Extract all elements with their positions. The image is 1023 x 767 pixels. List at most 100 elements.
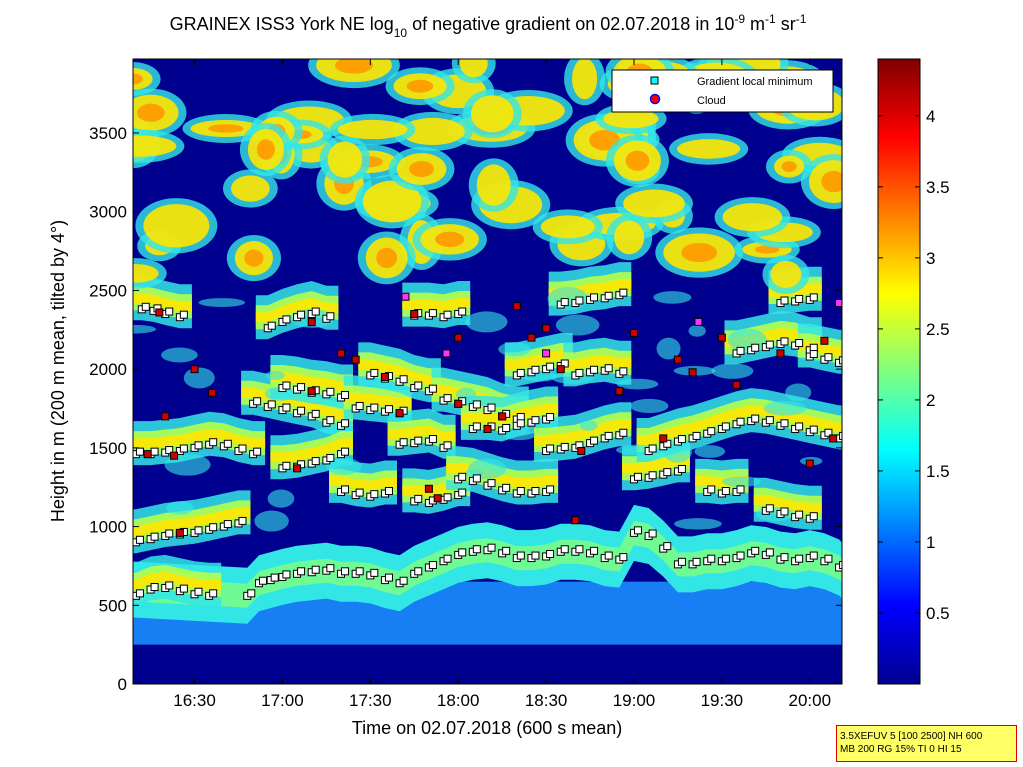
- gradient-minimum-marker: [575, 545, 584, 554]
- gradient-minimum-marker: [428, 561, 437, 570]
- gradient-minimum-marker: [399, 576, 408, 585]
- gradient-minimum-marker: [370, 403, 379, 412]
- legend-circle-marker: [649, 93, 661, 105]
- heat-layer-core: [343, 392, 412, 408]
- heat-upper-blob: [476, 164, 511, 206]
- gradient-minimum-marker: [751, 343, 760, 352]
- heat-upper-blob: [770, 260, 802, 288]
- gradient-minimum-marker: [648, 444, 657, 453]
- heat-upper-blob: [540, 215, 595, 239]
- gradient-minimum-marker: [414, 494, 423, 503]
- gradient-minimum-marker: [516, 551, 525, 560]
- heat-layer-core: [133, 571, 222, 590]
- heat-upper-blob-core: [754, 245, 780, 254]
- info-line-2: MB 200 RG 15% TI 0 HI 15: [840, 744, 962, 755]
- heat-upper-blob: [459, 59, 488, 78]
- gradient-minimum-marker: [780, 337, 789, 346]
- heat-upper-blob: [623, 189, 685, 218]
- gradient-minimum-marker: [619, 288, 628, 297]
- y-tick-label: 1500: [89, 439, 127, 458]
- heat-mid-streak: [580, 420, 598, 431]
- gradient-minimum-marker: [560, 545, 569, 554]
- gradient-minimum-marker: [546, 413, 555, 422]
- plot-frame: [132, 58, 843, 685]
- gradient-minimum-marker: [765, 548, 774, 557]
- gradient-minimum-marker: [428, 435, 437, 444]
- y-tick-label: 0: [118, 675, 127, 694]
- gradient-minimum-marker: [795, 510, 804, 519]
- heat-upper-blob: [133, 264, 159, 283]
- gradient-minimum-marker: [575, 296, 584, 305]
- heat-upper-blob: [133, 135, 177, 157]
- gradient-minimum-marker: [560, 442, 569, 451]
- heat-layer-core: [270, 438, 353, 463]
- x-axis: 16:30 17:00 17:30 18:00 18:30 19:00 19:30 20:00: [173, 59, 831, 710]
- heat-upper-blob: [231, 175, 270, 202]
- gradient-minimum-marker: [765, 340, 774, 349]
- gradient-minimum-marker: [341, 390, 350, 399]
- title-part-1: 10: [394, 26, 408, 40]
- gradient-minimum-marker: [341, 419, 350, 428]
- cloud-marker: [351, 355, 360, 364]
- gradient-minimum-marker: [707, 427, 716, 436]
- gradient-minimum-marker: [326, 453, 335, 462]
- gradient-minimum-marker: [209, 523, 218, 532]
- gradient-minimum-marker: [780, 296, 789, 305]
- cloud-marker: [155, 308, 164, 317]
- heat-upper-blob: [603, 109, 659, 129]
- gradient-minimum-marker: [604, 291, 613, 300]
- heat-layer-core: [358, 359, 441, 386]
- gradient-minimum-marker: [604, 364, 613, 373]
- gradient-minimum-marker: [721, 487, 730, 496]
- title-part-5: -1: [765, 12, 776, 26]
- gradient-minimum-marker: [355, 567, 364, 576]
- gradient-minimum-marker: [370, 490, 379, 499]
- gradient-minimum-marker: [194, 587, 203, 596]
- heat-mid-streak: [656, 337, 681, 360]
- gradient-minimum-marker: [780, 553, 789, 562]
- gradient-minimum-marker: [795, 554, 804, 563]
- gradient-minimum-marker: [472, 545, 481, 554]
- heat-mid-streak: [721, 476, 761, 487]
- gradient-minimum-marker: [165, 529, 174, 538]
- heat-upper-blob-core: [435, 231, 465, 248]
- heat-layer-core: [534, 419, 632, 445]
- gradient-minimum-marker: [824, 428, 833, 437]
- gradient-minimum-marker: [282, 315, 291, 324]
- gradient-minimum-marker: [238, 516, 247, 525]
- cloud-marker: [483, 424, 492, 433]
- heat-upper-blob-core: [625, 150, 650, 171]
- cloud-marker-magenta: [694, 317, 703, 326]
- heat-upper-blob: [400, 117, 465, 146]
- cloud-marker: [454, 333, 463, 342]
- x-tick-label: 17:30: [349, 691, 392, 710]
- heat-upper-blob: [362, 180, 422, 223]
- gradient-minimum-marker: [560, 298, 569, 307]
- heat-mid-streak: [763, 400, 807, 416]
- gradient-minimum-marker: [736, 346, 745, 355]
- gradient-minimum-marker: [384, 573, 393, 582]
- y-tick-label: 3500: [89, 124, 127, 143]
- x-axis-label: Time on 02.07.2018 (600 s mean): [352, 718, 623, 738]
- legend: Gradient local minimum Cloud: [611, 69, 834, 113]
- gradient-minimum-marker: [165, 446, 174, 455]
- gradient-minimum-marker: [736, 417, 745, 426]
- gradient-minimum-marker: [590, 365, 599, 374]
- gradient-minimum-marker: [135, 589, 144, 598]
- gradient-minimum-marker: [443, 441, 452, 450]
- heat-upper-blob-core: [376, 247, 398, 269]
- colorbar-tick-label: 0.5: [926, 604, 950, 623]
- gradient-minimum-marker: [648, 529, 657, 538]
- heat-layer-core: [563, 354, 632, 370]
- gradient-minimum-marker: [458, 307, 467, 316]
- gradient-minimum-marker: [502, 424, 511, 433]
- gradient-minimum-marker: [267, 321, 276, 330]
- gradient-minimum-marker: [282, 570, 291, 579]
- cloud-marker: [805, 459, 814, 468]
- gradient-minimum-marker: [516, 368, 525, 377]
- gradient-minimum-marker: [795, 422, 804, 431]
- x-tick-label: 19:30: [701, 691, 744, 710]
- title-part-4: m: [745, 14, 765, 34]
- gradient-minimum-marker: [370, 368, 379, 377]
- x-tick-label: 16:30: [173, 691, 216, 710]
